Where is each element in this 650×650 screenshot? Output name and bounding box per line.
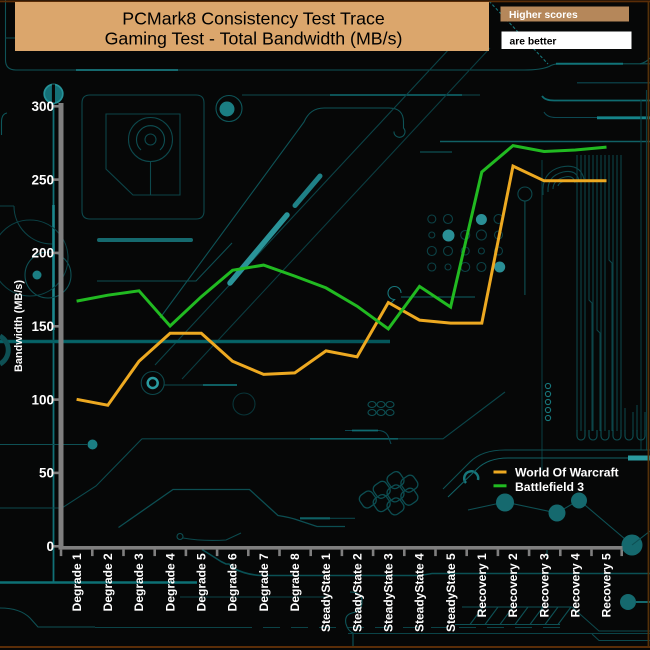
svg-text:50: 50	[39, 466, 54, 481]
svg-text:are better: are better	[510, 36, 557, 47]
svg-text:Degrade 5: Degrade 5	[195, 553, 209, 611]
svg-text:Degrade 1: Degrade 1	[70, 553, 84, 611]
svg-text:200: 200	[31, 246, 54, 261]
svg-text:Gaming Test - Total Bandwidth: Gaming Test - Total Bandwidth (MB/s)	[105, 29, 403, 49]
svg-text:Recovery 3: Recovery 3	[537, 553, 551, 617]
svg-text:Degrade 4: Degrade 4	[163, 553, 177, 611]
svg-text:SteadyState 5: SteadyState 5	[444, 553, 458, 632]
svg-text:100: 100	[31, 392, 54, 407]
svg-text:300: 300	[31, 99, 54, 114]
svg-text:SteadyState 1: SteadyState 1	[319, 553, 333, 632]
svg-text:SteadyState 2: SteadyState 2	[350, 553, 364, 632]
svg-text:Battlefield 3: Battlefield 3	[515, 480, 584, 494]
svg-text:Degrade 7: Degrade 7	[257, 553, 271, 611]
svg-text:Degrade 6: Degrade 6	[226, 553, 240, 611]
svg-text:0: 0	[46, 539, 54, 554]
svg-text:Recovery 4: Recovery 4	[569, 553, 583, 617]
svg-text:250: 250	[31, 172, 54, 187]
svg-text:Degrade 2: Degrade 2	[101, 553, 115, 611]
svg-text:SteadyState 3: SteadyState 3	[382, 553, 396, 632]
svg-text:Bandwidth (MB/s): Bandwidth (MB/s)	[13, 280, 25, 372]
svg-text:World Of Warcraft: World Of Warcraft	[515, 466, 619, 480]
svg-text:PCMark8 Consistency Test Trace: PCMark8 Consistency Test Trace	[122, 9, 385, 29]
svg-text:Higher scores: Higher scores	[509, 10, 578, 21]
svg-text:Degrade 3: Degrade 3	[132, 553, 146, 611]
svg-text:150: 150	[31, 319, 54, 334]
svg-text:Degrade 8: Degrade 8	[288, 553, 302, 611]
svg-text:Recovery 5: Recovery 5	[600, 553, 614, 617]
svg-text:SteadyState 4: SteadyState 4	[413, 553, 427, 632]
svg-text:Recovery 1: Recovery 1	[475, 553, 489, 617]
svg-text:Recovery 2: Recovery 2	[506, 553, 520, 617]
